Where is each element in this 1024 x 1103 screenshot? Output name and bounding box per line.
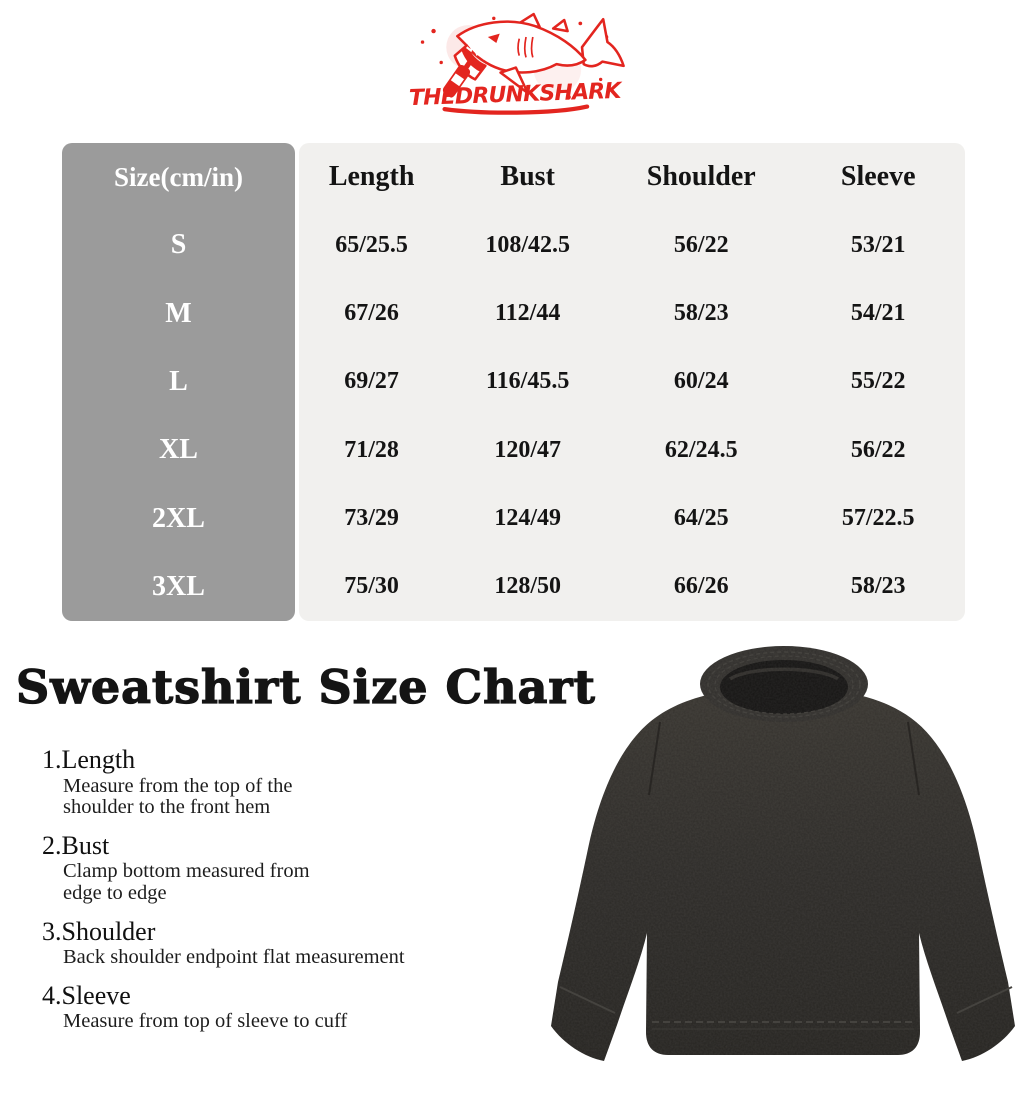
table-cell: 53/21 [850,231,906,258]
size-column-header: Size(cm/in) [114,161,243,192]
bottle-icon [442,57,475,98]
guide-item-bust: 2.Bust Clamp bottom measured from edge t… [42,830,542,905]
table-cell: 55/22 [850,368,906,395]
size-label-2xl: 2XL [152,502,205,534]
table-cell: 71/28 [344,436,399,463]
size-table-header-column: Size(cm/in) S M L XL 2XL 3XL [62,143,295,621]
guide-item-label: 1.Length [42,745,136,774]
guide-item-desc-line: shoulder to the front hem [63,796,271,819]
size-label-xl: XL [159,434,198,466]
table-cell: 120/47 [494,436,561,463]
guide-item-label: 4.Sleeve [42,980,131,1010]
size-label-l: L [169,365,188,397]
guide-item-label: 2.Bust [42,830,110,860]
table-cell: 64/25 [673,505,729,532]
table-cell: 73/29 [344,505,399,532]
table-cell: 57/22.5 [841,505,915,532]
guide-item-desc-line: Measure from top of sleeve to cuff [63,1010,348,1033]
table-cell: 62/24.5 [664,436,738,463]
table-cell: 58/23 [673,300,729,327]
table-cell: 67/26 [344,300,399,327]
brand-logo: THEDRUNKSHARK [392,2,638,128]
table-cell: 58/23 [850,573,906,600]
guide-item-desc-line: Clamp bottom measured from [63,860,310,883]
table-cell: 56/22 [850,436,906,463]
table-cell: 128/50 [494,573,561,600]
table-cell: 75/30 [344,573,399,600]
table-cell: 124/49 [494,505,561,532]
guide-item-desc-line: Measure from the top of the [63,774,293,797]
size-table-body: Length Bust Shoulder Sleeve 65/25.5 108/… [299,143,965,621]
guide-item-label: 3.Shoulder [42,916,156,946]
table-cell: 65/25.5 [335,231,408,258]
table-cell: 108/42.5 [485,231,570,258]
table-cell: 112/44 [494,300,561,327]
table-cell: 116/45.5 [485,368,570,395]
guide-item-shoulder: 3.Shoulder Back shoulder endpoint flat m… [42,916,542,969]
brand-name: THEDRUNKSHARK [409,79,624,111]
size-label-m: M [165,297,192,329]
size-table: Size(cm/in) S M L XL 2XL 3XL Length Bust… [62,143,965,621]
size-label-3xl: 3XL [152,570,205,602]
column-header-shoulder: Shoulder [646,161,756,193]
sweatshirt-product-image [548,630,1024,1076]
table-cell: 60/24 [673,368,729,395]
table-cell: 69/27 [344,368,399,395]
guide-item-desc-line: edge to edge [63,881,167,904]
column-header-bust: Bust [500,161,555,193]
guide-item-desc-line: Back shoulder endpoint flat measurement [63,946,405,969]
column-header-length: Length [328,161,415,193]
column-header-sleeve: Sleeve [840,161,916,193]
measurement-guide: 1.Length Measure from the top of the sho… [42,744,542,1044]
page-title: Sweatshirt Size Chart [15,659,596,714]
guide-item-sleeve: 4.Sleeve Measure from top of sleeve to c… [42,980,542,1033]
table-cell: 56/22 [673,231,729,258]
table-cell: 66/26 [673,573,729,600]
shark-logo-icon: THEDRUNKSHARK [409,12,625,115]
size-label-s: S [170,229,187,261]
table-cell: 54/21 [850,300,906,327]
sweatshirt-illustration [549,644,1017,1063]
guide-item-length: 1.Length Measure from the top of the sho… [42,744,542,819]
